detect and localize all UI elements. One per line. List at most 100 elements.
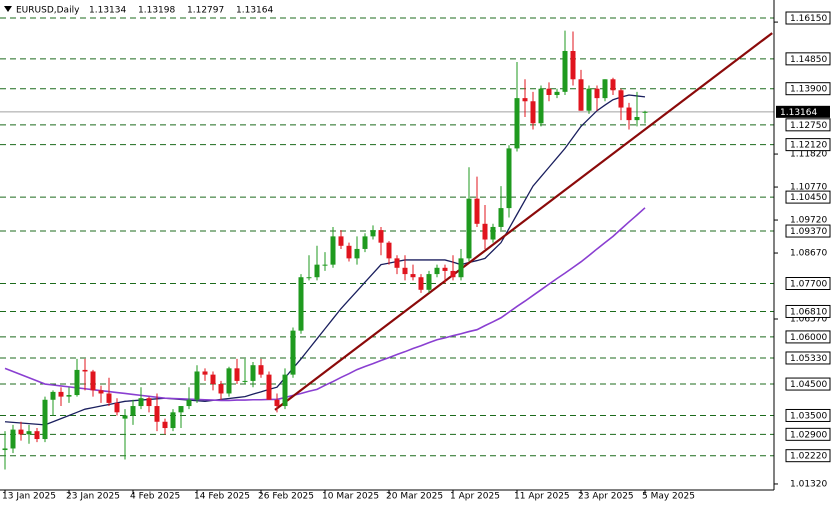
candle-body bbox=[242, 380, 248, 382]
candle-body bbox=[394, 258, 400, 268]
x-tick-label: 13 Jan 2025 bbox=[2, 492, 56, 502]
candle-body bbox=[122, 415, 128, 419]
level-label-box bbox=[785, 330, 831, 344]
trendline bbox=[274, 32, 773, 411]
level-label: 1.12750 bbox=[790, 121, 827, 131]
candle-body bbox=[474, 198, 480, 224]
candle-body bbox=[370, 230, 376, 237]
level-label: 1.02900 bbox=[790, 430, 827, 440]
candle-body bbox=[2, 448, 8, 451]
y-tick-label: 1.09720 bbox=[790, 216, 827, 226]
candle-body bbox=[514, 98, 520, 149]
level-label-box bbox=[785, 277, 831, 291]
candle-body bbox=[186, 399, 192, 407]
candle-body bbox=[34, 431, 40, 440]
level-label-box bbox=[785, 224, 831, 238]
level-label-box bbox=[785, 52, 831, 66]
candle-body bbox=[538, 88, 544, 124]
quote-high: 1.13198 bbox=[138, 6, 175, 16]
candle-body bbox=[634, 116, 640, 121]
candle-body bbox=[434, 267, 440, 275]
candle-body bbox=[578, 79, 584, 111]
candle-body bbox=[498, 208, 504, 227]
level-label-box bbox=[785, 82, 831, 96]
moving-average bbox=[4, 94, 646, 426]
candle-body bbox=[490, 226, 496, 240]
x-tick-label: 20 Mar 2025 bbox=[386, 492, 443, 502]
level-label: 1.06810 bbox=[790, 307, 827, 317]
candle-body bbox=[602, 79, 608, 99]
candle-body bbox=[218, 384, 224, 394]
candle-body bbox=[10, 429, 16, 449]
candle-body bbox=[506, 148, 512, 209]
candle-body bbox=[418, 277, 424, 290]
candle-body bbox=[162, 421, 168, 429]
candle-body bbox=[42, 399, 48, 440]
y-tick-label: 1.01320 bbox=[790, 479, 827, 489]
level-label-box bbox=[785, 11, 831, 25]
quote-open: 1.13134 bbox=[89, 6, 126, 16]
level-label: 1.16150 bbox=[790, 14, 827, 24]
candle-body bbox=[146, 398, 152, 407]
candle-body bbox=[194, 371, 200, 400]
y-tick-label: 1.11820 bbox=[790, 150, 827, 160]
candle-body bbox=[266, 374, 272, 400]
candle-body bbox=[114, 402, 120, 413]
level-label: 1.14850 bbox=[790, 55, 827, 65]
candle-body bbox=[586, 88, 592, 111]
candle-body bbox=[458, 258, 464, 278]
candle-body bbox=[274, 399, 280, 407]
moving-average bbox=[4, 207, 646, 402]
x-tick-label: 10 Mar 2025 bbox=[322, 492, 379, 502]
candle-body bbox=[98, 390, 104, 394]
symbol-title: EURUSD,Daily bbox=[16, 6, 80, 16]
candle-body bbox=[90, 371, 96, 391]
level-label: 1.06000 bbox=[790, 333, 827, 343]
x-tick-label: 4 Feb 2025 bbox=[130, 492, 180, 502]
candle-body bbox=[306, 277, 312, 279]
candle-body bbox=[178, 406, 184, 413]
level-label: 1.03500 bbox=[790, 411, 827, 421]
level-label-box bbox=[785, 190, 831, 204]
candle-body bbox=[386, 242, 392, 259]
candle-body bbox=[66, 395, 72, 397]
level-label: 1.04500 bbox=[790, 380, 827, 390]
x-tick-label: 5 May 2025 bbox=[642, 492, 695, 502]
candle-body bbox=[570, 50, 576, 80]
candle-body bbox=[522, 98, 528, 102]
candle-body bbox=[170, 412, 176, 429]
candle-body bbox=[466, 198, 472, 259]
level-label-box bbox=[785, 377, 831, 391]
candle-body bbox=[250, 365, 256, 381]
plot-area bbox=[0, 17, 774, 470]
candle-body bbox=[282, 374, 288, 407]
candle-body bbox=[322, 264, 328, 266]
candle-body bbox=[594, 88, 600, 99]
level-label-box bbox=[785, 351, 831, 365]
candle-body bbox=[442, 267, 448, 271]
level-label-box bbox=[785, 427, 831, 441]
candle-body bbox=[226, 368, 232, 394]
candle-body bbox=[402, 267, 408, 275]
x-tick-label: 14 Feb 2025 bbox=[194, 492, 250, 502]
x-tick-label: 26 Feb 2025 bbox=[258, 492, 314, 502]
x-tick-label: 23 Apr 2025 bbox=[578, 492, 634, 502]
quote-low: 1.12797 bbox=[187, 6, 224, 16]
candle-body bbox=[546, 88, 552, 95]
level-label: 1.12120 bbox=[790, 141, 827, 151]
level-label: 1.07700 bbox=[790, 280, 827, 290]
candle-body bbox=[58, 391, 64, 397]
candle-body bbox=[50, 391, 56, 400]
menu-arrow[interactable] bbox=[4, 6, 12, 12]
candle-body bbox=[530, 101, 536, 124]
candle-body bbox=[330, 236, 336, 265]
candle-body bbox=[354, 248, 360, 259]
level-label: 1.10450 bbox=[790, 193, 827, 203]
candle-body bbox=[138, 398, 144, 407]
level-label-box bbox=[785, 118, 831, 132]
current-price-label: 1.13164 bbox=[780, 108, 817, 118]
level-label-box bbox=[785, 408, 831, 422]
candle-body bbox=[618, 90, 624, 108]
level-label: 1.05330 bbox=[790, 354, 827, 364]
